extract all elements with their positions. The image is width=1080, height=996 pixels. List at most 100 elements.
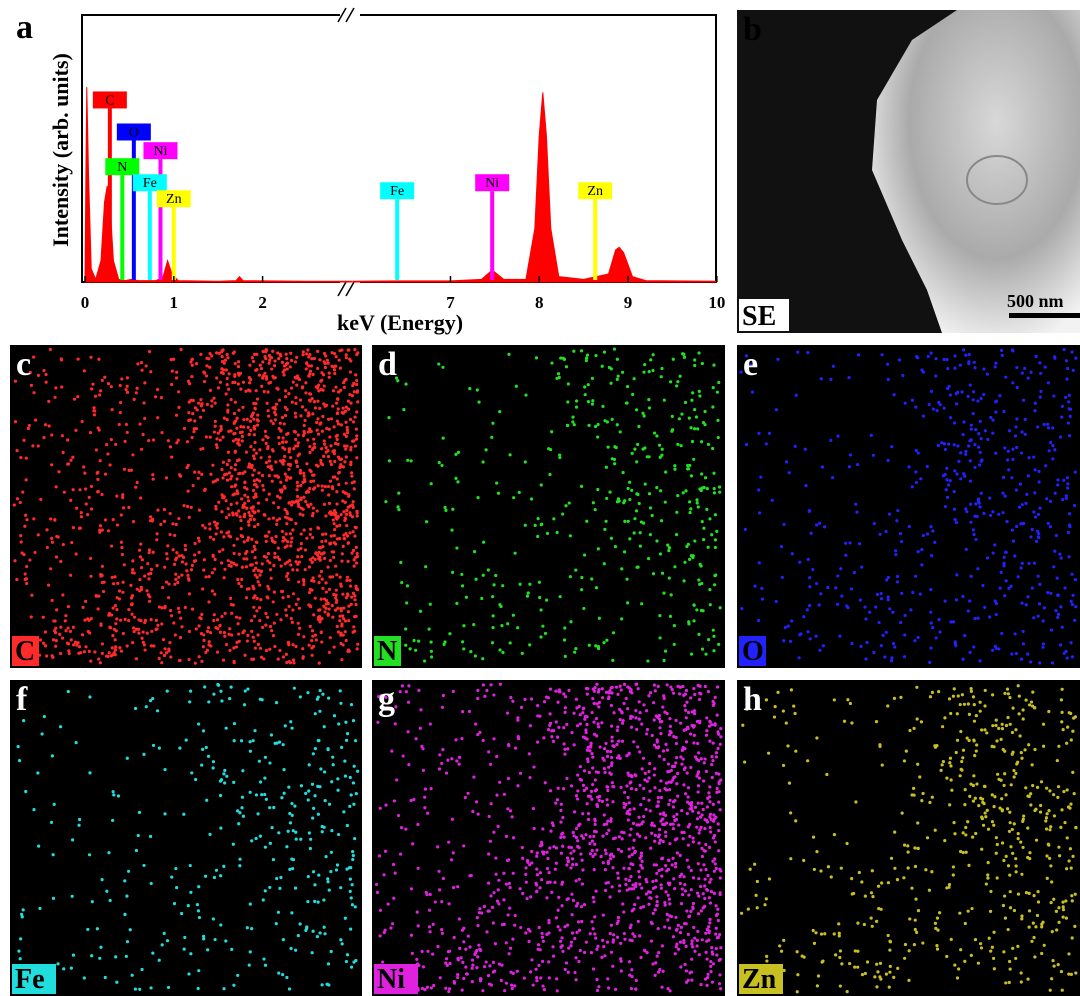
map-dot: [37, 533, 40, 536]
map-dot: [234, 401, 237, 404]
map-dot: [250, 630, 253, 633]
map-dot: [340, 513, 343, 516]
image-panel: Nig: [372, 680, 725, 996]
map-dot: [430, 655, 433, 658]
map-dot: [74, 429, 77, 432]
map-dot: [355, 510, 358, 513]
map-dot: [275, 701, 278, 704]
map-dot: [689, 507, 692, 510]
map-dot: [1028, 892, 1031, 895]
map-dot: [969, 459, 972, 462]
map-dot: [428, 925, 431, 928]
map-dot: [163, 606, 166, 609]
map-dot: [920, 548, 923, 551]
map-dot: [626, 810, 629, 813]
map-dot: [59, 725, 62, 728]
map-dot: [693, 539, 696, 542]
map-dot: [419, 727, 422, 730]
map-dot: [591, 783, 594, 786]
map-dot: [512, 614, 515, 617]
map-dot: [576, 724, 579, 727]
map-dot: [471, 980, 474, 983]
map-dot: [219, 381, 222, 384]
map-dot: [120, 546, 123, 549]
map-dot: [570, 784, 573, 787]
map-dot: [148, 551, 151, 554]
map-dot: [327, 485, 330, 488]
map-dot: [994, 645, 997, 648]
map-dot: [552, 824, 555, 827]
map-dot: [308, 392, 311, 395]
map-dot: [497, 492, 500, 495]
map-dot: [556, 989, 559, 992]
map-dot: [1020, 658, 1023, 661]
map-dot: [278, 442, 281, 445]
map-dot: [669, 380, 672, 383]
map-dot: [501, 584, 504, 587]
map-dot: [154, 628, 157, 631]
map-dot: [188, 630, 191, 633]
map-dot: [174, 633, 177, 636]
map-dot: [118, 589, 121, 592]
map-dot: [349, 463, 352, 466]
map-dot: [131, 641, 134, 644]
map-dot: [259, 647, 262, 650]
map-dot: [605, 497, 608, 500]
map-dot: [641, 412, 644, 415]
map-dot: [509, 947, 512, 950]
map-dot: [219, 631, 222, 634]
map-dot: [156, 509, 159, 512]
map-dot: [701, 362, 704, 365]
map-dot: [633, 447, 636, 450]
map-dot: [491, 422, 494, 425]
map-dot: [1005, 855, 1008, 858]
map-dot: [50, 821, 53, 824]
map-dot: [66, 462, 69, 465]
map-dot: [716, 787, 719, 790]
map-dot: [326, 565, 329, 568]
map-dot: [687, 893, 690, 896]
map-dot: [586, 749, 589, 752]
map-dot: [997, 513, 1000, 516]
map-dot: [993, 967, 996, 970]
map-dot: [318, 574, 321, 577]
map-dot: [751, 391, 754, 394]
map-dot: [614, 988, 617, 991]
map-dot: [481, 460, 484, 463]
map-dot: [213, 613, 216, 616]
map-dot: [24, 572, 27, 575]
map-dot: [672, 827, 675, 830]
map-dot: [524, 460, 527, 463]
map-dot: [578, 846, 581, 849]
map-dot: [263, 372, 266, 375]
map-dot: [347, 541, 350, 544]
map-dot: [565, 777, 568, 780]
map-dot: [818, 603, 821, 606]
map-dot: [555, 377, 558, 380]
map-dot: [492, 921, 495, 924]
map-dot: [904, 402, 907, 405]
map-dot: [200, 473, 203, 476]
map-dot: [491, 641, 494, 644]
map-dot: [300, 542, 303, 545]
map-dot: [662, 970, 665, 973]
map-dot: [194, 542, 197, 545]
map-dot: [300, 784, 303, 787]
map-dot: [354, 603, 357, 606]
map-dot: [254, 493, 257, 496]
map-dot: [1020, 917, 1023, 920]
map-dot: [328, 575, 331, 578]
map-dot: [321, 983, 324, 986]
map-dot: [661, 448, 664, 451]
map-dot: [633, 377, 636, 380]
map-dot: [1048, 449, 1051, 452]
map-dot: [592, 900, 595, 903]
map-dot: [226, 353, 229, 356]
map-dot: [1015, 366, 1018, 369]
map-dot: [559, 836, 562, 839]
map-dot: [49, 517, 52, 520]
map-dot: [1038, 480, 1041, 483]
map-dot: [223, 416, 226, 419]
map-dot: [1014, 434, 1017, 437]
map-dot: [1032, 616, 1035, 619]
